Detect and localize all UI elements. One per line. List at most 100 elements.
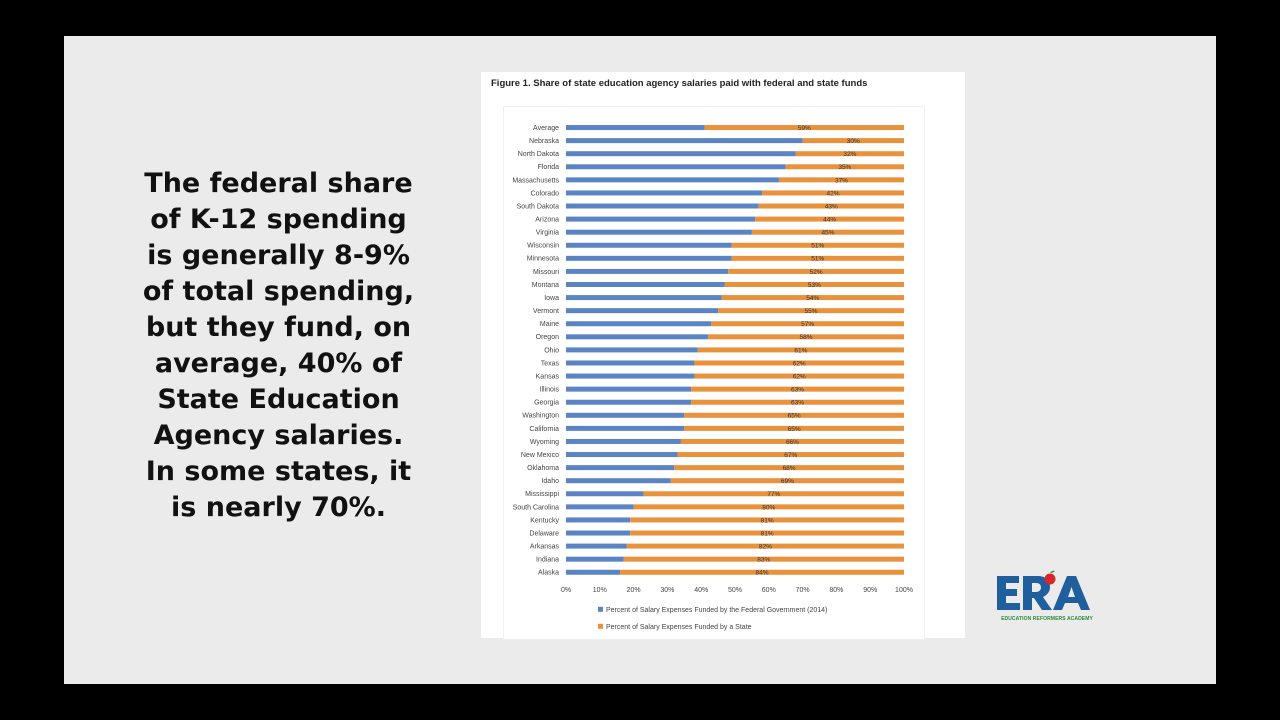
category-label: Arizona [535,217,559,224]
federal-bar [566,425,685,431]
x-tick-label: 80% [829,587,843,594]
data-label: 65% [788,413,801,420]
era-logo: EDUCATION REFORMERS ACADEMY [995,570,1099,630]
data-label: 57% [801,321,814,328]
data-label: 80% [762,504,775,511]
federal-bar [566,399,692,405]
federal-bar [566,504,634,510]
state-bar [785,164,904,170]
data-label: 59% [798,125,811,132]
x-tick-label: 70% [796,587,810,594]
federal-bar [566,465,675,471]
federal-bar [566,412,685,418]
state-bar [674,465,904,471]
x-tick-label: 0% [561,587,571,594]
data-label: 63% [791,387,804,394]
federal-bar [566,242,732,248]
category-label: Montana [532,282,559,289]
data-label: 45% [821,230,834,237]
category-label: Ohio [544,347,559,354]
slide: The federal share of K-12 spending is ge… [64,36,1216,684]
data-label: 63% [791,400,804,407]
state-bar [691,386,904,392]
data-label: 83% [757,557,770,564]
data-label: 37% [835,177,848,184]
federal-bar [566,138,803,144]
federal-bar [566,229,752,235]
data-label: 42% [827,190,840,197]
data-label: 81% [761,530,774,537]
state-bar [731,242,904,248]
data-label: 53% [808,282,821,289]
federal-bar [566,517,631,523]
state-bar [626,543,904,549]
state-bar [795,151,904,157]
federal-bar [566,491,644,497]
state-bar [755,216,904,222]
logo-tagline: EDUCATION REFORMERS ACADEMY [1001,616,1093,622]
x-tick-label: 60% [762,587,776,594]
state-bar [694,360,904,366]
federal-bar [566,478,671,484]
data-label: 44% [823,217,836,224]
state-bar [684,412,904,418]
federal-bar [566,569,621,575]
data-label: 55% [805,308,818,315]
state-bar [707,334,904,340]
state-bar [704,125,904,131]
data-label: 67% [784,452,797,459]
category-label: Virginia [536,230,559,237]
category-label: Colorado [531,190,560,197]
data-label: 82% [759,544,772,551]
x-tick-label: 100% [895,587,913,594]
category-label: Florida [538,164,560,171]
stacked-bar-chart: Average 59% Nebraska 30% North Dakota 32% Flor… [512,125,913,631]
data-label: 54% [806,295,819,302]
category-label: Iowa [544,295,559,302]
state-bar [691,399,904,405]
data-label: 66% [786,439,799,446]
state-bar [620,569,904,575]
category-label: Arkansas [530,544,560,551]
data-label: 62% [793,373,806,380]
category-label: South Dakota [517,203,560,210]
federal-bar [566,452,678,458]
federal-bar [566,282,725,287]
state-bar [697,347,904,353]
category-label: Nebraska [529,138,559,145]
data-label: 69% [781,478,794,485]
data-label: 32% [843,151,856,158]
era-logo-mark [997,570,1090,610]
data-label: 58% [799,334,812,341]
federal-bar [566,151,796,157]
federal-bar [566,295,722,301]
state-bar [758,203,904,209]
chart-area: Average 59% Nebraska 30% North Dakota 32% Flor… [503,106,925,640]
federal-bar [566,190,763,196]
state-bar [751,229,904,235]
category-label: Kansas [536,373,560,380]
category-label: Vermont [533,308,559,315]
state-bar [694,373,904,379]
category-label: Wyoming [530,439,559,446]
chart-title: Figure 1. Share of state education agenc… [491,78,868,89]
category-label: South Carolina [513,504,559,511]
state-bar [680,438,904,444]
federal-bar [566,308,719,314]
legend-label: Percent of Salary Expenses Funded by a S… [606,624,752,631]
state-bar [630,530,904,536]
data-label: 51% [811,243,824,250]
state-bar [630,517,904,523]
category-label: Georgia [534,400,559,407]
federal-bar [566,438,681,444]
data-label: 81% [761,517,774,524]
data-label: 68% [783,465,796,472]
state-bar [778,177,904,183]
state-bar [731,255,904,261]
apple-icon [1044,573,1056,585]
data-label: 51% [811,256,824,263]
data-label: 61% [794,347,807,354]
data-label: 84% [756,570,769,577]
figure-image: Figure 1. Share of state education agenc… [481,72,965,640]
category-label: California [529,426,559,433]
